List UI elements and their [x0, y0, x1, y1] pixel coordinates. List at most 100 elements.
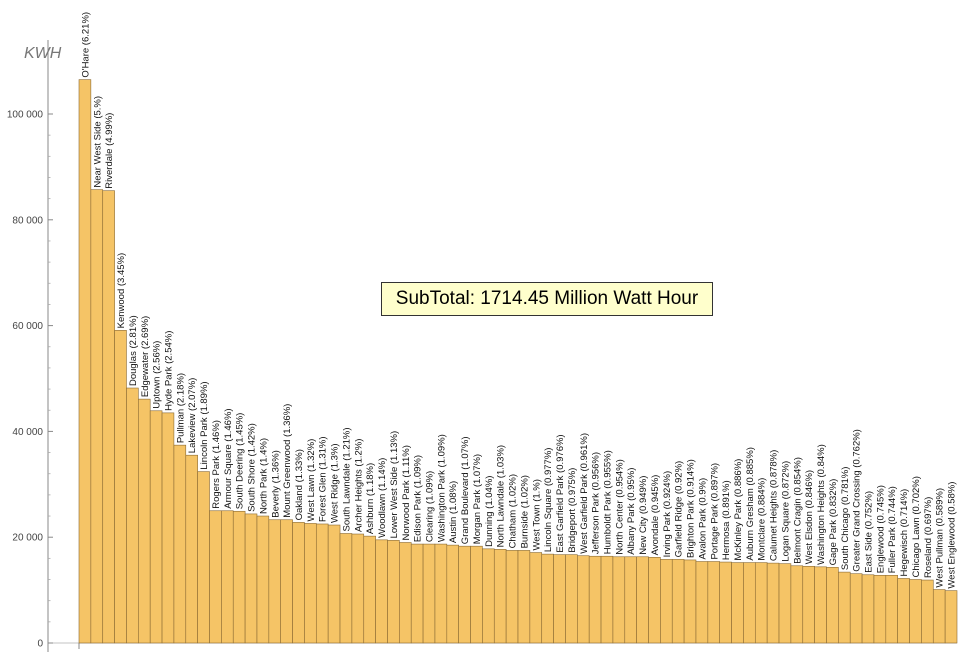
bar: [660, 559, 673, 644]
bar-label: Jefferson Park (0.956%): [591, 452, 602, 554]
bar: [636, 556, 649, 644]
bar: [873, 574, 887, 644]
bar: [802, 565, 815, 644]
bar-label: Albany Park (0.95%): [626, 468, 637, 555]
y-tick-label: 40 000: [12, 427, 43, 438]
bar-label: Archer Heights (1.2%): [353, 439, 364, 532]
bar: [707, 561, 721, 644]
bar-label: Hegewisch (0.714%): [899, 489, 910, 577]
bar-label: North Lawndale (1.03%): [496, 445, 507, 547]
bar: [244, 513, 258, 644]
bar: [292, 522, 305, 644]
bar-label: Hermosa (0.891%): [721, 480, 732, 560]
bar: [327, 524, 341, 644]
bar: [565, 554, 578, 644]
bar-label: Lower West Side (1.13%): [389, 431, 400, 539]
bar-label: Chicago Lawn (0.702%): [911, 476, 922, 577]
bar: [375, 539, 388, 644]
bar-label: Fuller Park (0.744%): [887, 486, 898, 573]
bar-label: Forest Glen (1.31%): [318, 436, 329, 522]
bar-label: North Park (1.4%): [258, 438, 269, 514]
bar-label: Logan Square (0.872%): [780, 461, 791, 562]
bar: [458, 545, 471, 644]
bar: [612, 556, 626, 644]
bar: [766, 562, 780, 644]
bar-label: Washington Heights (0.84%): [816, 444, 827, 565]
bar-label: Uptown (2.56%): [152, 341, 163, 409]
bar: [256, 515, 270, 644]
bar: [422, 543, 436, 644]
bar: [351, 533, 365, 644]
bar: [648, 556, 661, 644]
bar-label: Roseland (0.697%): [923, 497, 934, 578]
bar-label: West Elsdon (0.846%): [804, 470, 815, 564]
bar-label: Near West Side (5.%): [92, 96, 103, 188]
bar: [517, 550, 531, 644]
bar: [209, 510, 222, 644]
bar-label: Portage Park (0.897%): [709, 463, 720, 560]
bar-label: New City (0.949%): [638, 476, 649, 555]
bar: [838, 571, 851, 644]
y-tick-label: 100 000: [7, 110, 44, 121]
bar: [138, 398, 151, 644]
bar: [446, 544, 459, 644]
bar-label: South Deering (1.45%): [235, 413, 246, 510]
bar-label: Chatham (1.02%): [508, 474, 519, 548]
bar: [399, 542, 412, 644]
bar-labels: O'Hare (6.21%) Near West Side (5.%) Riverd…: [80, 12, 957, 589]
bar-label: Calumet Heights (0.878%): [769, 450, 780, 561]
bar: [529, 552, 543, 644]
bar: [114, 330, 127, 644]
y-axis-label: KWH: [24, 45, 62, 62]
bar: [671, 559, 685, 644]
bar: [624, 556, 637, 644]
bar-label: Montclare (0.884%): [757, 478, 768, 561]
bar-label: Brighton Park (0.914%): [686, 459, 697, 558]
bar: [826, 567, 839, 644]
bar: [577, 555, 590, 644]
bar: [778, 563, 792, 644]
bar: [173, 444, 187, 644]
bar: [387, 540, 400, 644]
subtotal-text: SubTotal: 1714.45 Million Watt Hour: [395, 288, 699, 309]
bar-label: South Chicago (0.781%): [840, 467, 851, 571]
bar-label: Morgan Park (1.07%): [472, 454, 483, 544]
bar: [719, 561, 732, 644]
bar: [885, 574, 898, 644]
bar: [232, 510, 246, 644]
bar-label: Lincoln Park (1.89%): [199, 381, 210, 469]
bar: [731, 562, 744, 644]
bar-label: West Ridge (1.3%): [330, 443, 341, 523]
bars: [78, 79, 958, 644]
bar-label: Humboldt Park (0.955%): [602, 450, 613, 554]
bar-label: Oakland (1.33%): [294, 449, 305, 520]
bar: [126, 387, 139, 644]
bar: [695, 561, 709, 644]
bar-label: Avalon Park (0.9%): [697, 478, 708, 560]
bar-label: Mount Greenwood (1.36%): [282, 404, 293, 518]
y-tick-label: 20 000: [12, 533, 43, 544]
bar: [363, 535, 376, 644]
bar-label: Austin (1.08%): [448, 481, 459, 543]
bar: [434, 543, 448, 644]
bar: [161, 412, 175, 644]
bar-label: Burnside (1.02%): [519, 475, 530, 548]
bar-label: Irving Park (0.924%): [662, 471, 673, 558]
bar: [932, 589, 946, 644]
bar-label: West Pullman (0.589%): [935, 488, 946, 588]
bar: [470, 545, 483, 644]
bar: [197, 471, 210, 644]
bar: [849, 573, 863, 644]
bar-label: West Garfield Park (0.961%): [579, 433, 590, 554]
bar-label: Clearing (1.09%): [425, 471, 436, 542]
bar-label: Belmont Cragin (0.854%): [792, 457, 803, 564]
bar-label: East Garfield Park (0.976%): [555, 434, 566, 552]
bar-label: O'Hare (6.21%): [80, 12, 91, 78]
bar: [102, 190, 115, 644]
bar: [149, 410, 163, 644]
bar-label: Norwood Park (1.11%): [401, 445, 412, 540]
bar-label: Dunning (1.04%): [484, 476, 495, 547]
bar-label: Douglas (2.81%): [128, 315, 139, 386]
bar-label: Greater Grand Crossing (0.762%): [852, 429, 863, 572]
